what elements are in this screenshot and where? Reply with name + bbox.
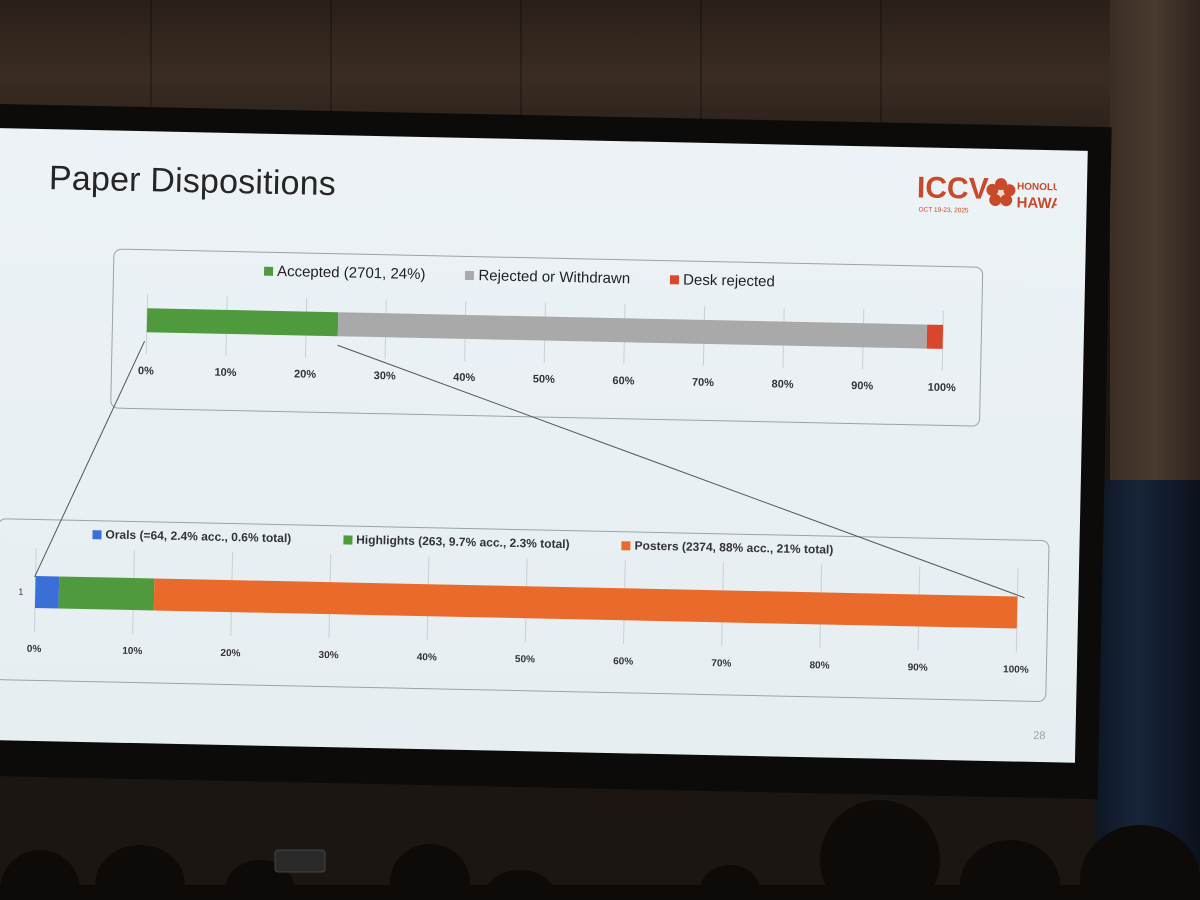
- bar-segment: [337, 312, 928, 349]
- x-tick-label: 50%: [533, 373, 555, 385]
- x-tick-label: 40%: [417, 652, 437, 663]
- x-tick-label: 70%: [692, 377, 714, 389]
- bar-segment: [34, 575, 60, 609]
- bar-segment: [153, 578, 1018, 629]
- bar-segment: [58, 576, 155, 611]
- y-category-label: 1: [18, 587, 23, 597]
- bar-segment: [146, 308, 339, 337]
- x-tick-label: 70%: [711, 658, 731, 669]
- x-tick-label: 30%: [374, 370, 396, 382]
- x-tick-label: 90%: [908, 662, 928, 673]
- x-tick-label: 40%: [453, 372, 475, 384]
- x-tick-label: 20%: [220, 648, 240, 659]
- x-tick-label: 90%: [851, 380, 873, 392]
- phone-icon: [274, 849, 326, 873]
- audience-silhouettes: [0, 800, 1200, 900]
- x-tick-label: 80%: [809, 660, 829, 671]
- x-tick-label: 20%: [294, 368, 316, 380]
- room-pillar: [1110, 0, 1200, 500]
- bar-segment: [926, 324, 944, 349]
- x-tick-label: 60%: [613, 656, 633, 667]
- slide-title: Paper Dispositions: [48, 159, 337, 204]
- x-tick-label: 0%: [27, 644, 42, 655]
- logo-city: HONOLULU: [1017, 181, 1058, 193]
- x-tick-label: 30%: [319, 650, 339, 661]
- x-tick-label: 10%: [214, 367, 236, 379]
- logo-dates: OCT 19-23, 2025: [918, 206, 969, 214]
- conference-logo: ICCV OCT 19-23, 2025 HONOLULU HAWAII: [917, 171, 1058, 214]
- x-tick-label: 0%: [138, 365, 154, 377]
- x-tick-label: 10%: [122, 646, 142, 657]
- slide-number: 28: [1033, 729, 1046, 743]
- presentation-slide: Paper Dispositions ICCV OCT 19-23, 2025 …: [0, 128, 1088, 763]
- top-chart-plot: 0% 10% 20% 30% 40% 50% 60% 70% 80% 90% 100%: [138, 294, 957, 395]
- x-tick-label: 80%: [771, 378, 793, 390]
- x-tick-label: 50%: [515, 654, 535, 665]
- logo-acronym: ICCV: [917, 171, 989, 205]
- top-chart-panel: Accepted (2701, 24%) Rejected or Withdraw…: [110, 248, 984, 427]
- logo-state: HAWAII: [1016, 194, 1057, 212]
- hibiscus-icon: [986, 178, 1016, 207]
- x-tick-label: 100%: [1003, 664, 1029, 676]
- x-tick-label: 100%: [928, 382, 957, 395]
- bottom-chart-plot: 0% 10% 20% 30% 40% 50% 60% 70% 80% 90% 100% 1: [18, 547, 1029, 676]
- bottom-chart-panel: Orals (=64, 2.4% acc., 0.6% total) Highli…: [0, 518, 1050, 703]
- room-curtain: [1095, 480, 1200, 900]
- x-tick-label: 60%: [612, 375, 634, 387]
